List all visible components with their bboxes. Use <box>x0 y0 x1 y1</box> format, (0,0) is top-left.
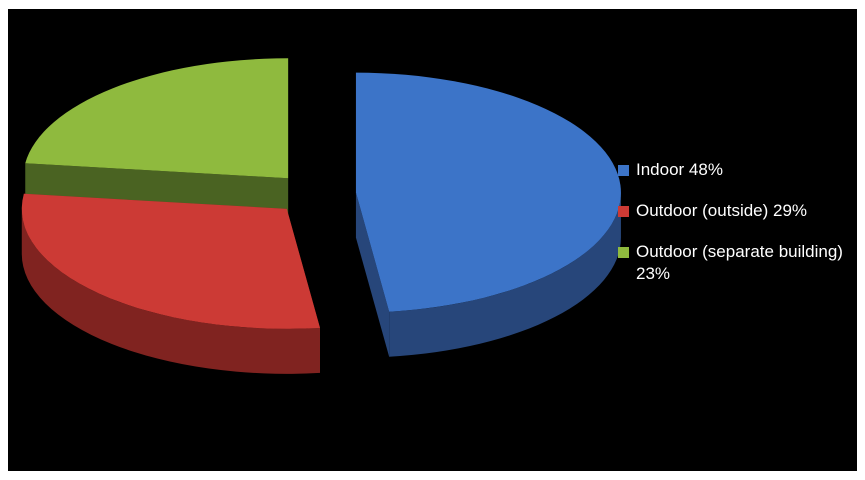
legend-item-outdoor-separate: Outdoor (separate building) 23% <box>618 241 865 285</box>
pie-chart <box>21 58 621 374</box>
pie-slice-top-indoor <box>355 72 621 312</box>
pie-slice-side-indoor <box>389 192 621 357</box>
legend-swatch-outdoor-outside <box>618 206 629 217</box>
pie-slice-indoor <box>355 72 621 357</box>
pie-slice-top-outdoor-separate <box>25 58 289 179</box>
pie-slice-outdoor-outside <box>21 193 321 374</box>
legend-label-indoor: Indoor 48% <box>636 160 723 179</box>
legend-label-outdoor-outside: Outdoor (outside) 29% <box>636 201 808 220</box>
pie-slice-top-outdoor-outside <box>21 193 321 329</box>
legend-label-outdoor-separate: Outdoor (separate building) 23% <box>636 242 843 283</box>
pie-slice-side-outdoor-outside <box>21 208 321 374</box>
legend-swatch-outdoor-separate <box>618 247 629 258</box>
legend-item-indoor: Indoor 48% <box>618 159 865 181</box>
legend-swatch-indoor <box>618 165 629 176</box>
legend: Indoor 48% Outdoor (outside) 29% Outdoor… <box>618 159 865 304</box>
legend-item-outdoor-outside: Outdoor (outside) 29% <box>618 200 865 222</box>
pie-slice-wall-indoor-1 <box>355 192 390 357</box>
chart-area: Indoor 48% Outdoor (outside) 29% Outdoor… <box>8 9 857 471</box>
